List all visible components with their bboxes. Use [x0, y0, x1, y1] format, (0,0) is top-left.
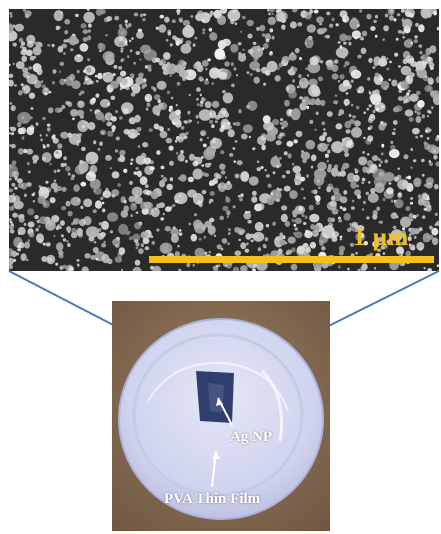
sem-micrograph: 1 μm — [9, 9, 439, 271]
petri-dish-inner-rim — [132, 333, 304, 497]
pva-film-reflection — [260, 369, 284, 442]
ag-np-label: Ag NP — [230, 429, 273, 445]
sem-particles-layer — [9, 9, 439, 271]
scale-bar-label: 1 μm — [353, 224, 409, 251]
sample-photo: Ag NP PVA Thin Film — [112, 301, 330, 531]
pva-film-label: PVA Thin Film — [164, 491, 261, 507]
petri-dish-illustration — [112, 301, 330, 531]
nanoparticles — [9, 9, 439, 271]
scale-bar — [149, 256, 434, 263]
